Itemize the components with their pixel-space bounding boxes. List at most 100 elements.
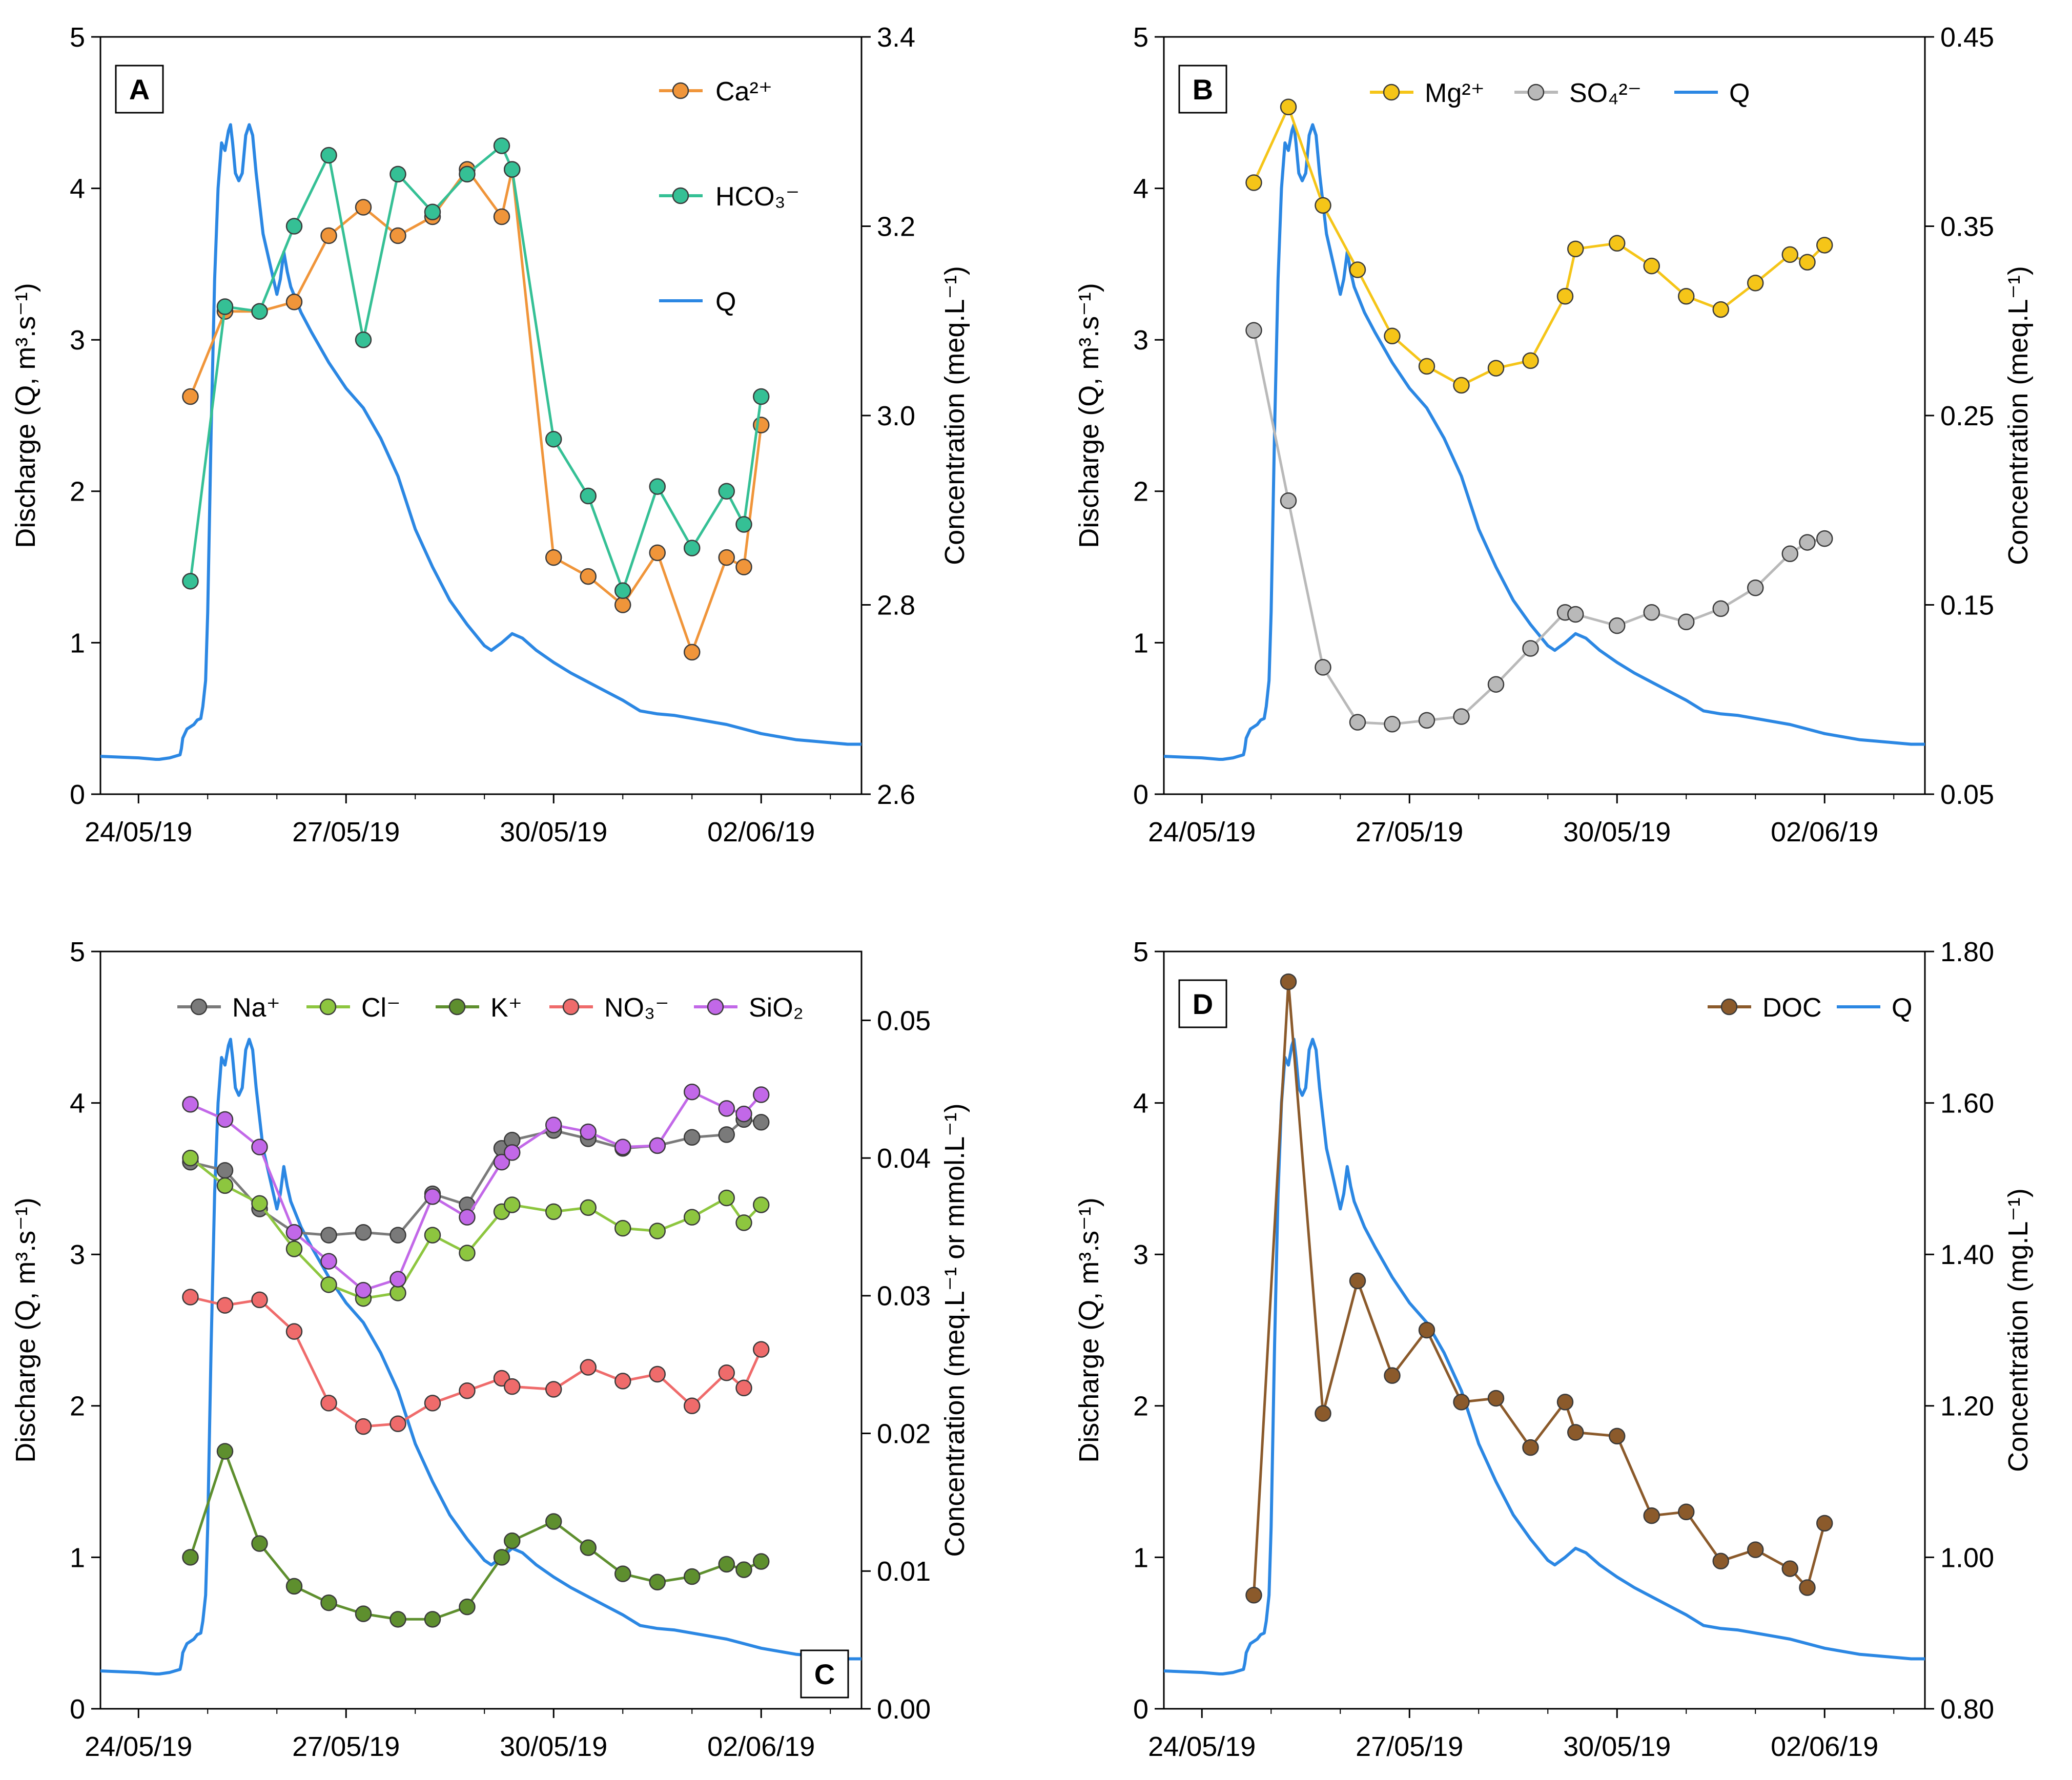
- left-tick-label: 4: [70, 174, 85, 204]
- right-tick-label: 0.04: [877, 1143, 931, 1174]
- series-line-hco3-minus: [189, 144, 763, 592]
- right-tick-label: 1.20: [1940, 1391, 1994, 1422]
- data-point-k-plus: [355, 1605, 372, 1622]
- left-tick-label: 4: [1133, 1088, 1148, 1119]
- legend-label: Q: [715, 287, 736, 317]
- data-point-so42-minus: [1487, 676, 1505, 693]
- panel-label-box: [115, 65, 164, 114]
- series-line-cl-minus: [189, 1157, 763, 1300]
- x-tick-label: 02/06/19: [707, 1731, 815, 1762]
- data-point-hco3-minus: [614, 582, 631, 599]
- data-point-k-plus: [649, 1574, 666, 1591]
- data-point-mg2-plus: [1816, 237, 1833, 254]
- data-point-sio2: [320, 1253, 337, 1270]
- left-tick-label: 5: [70, 937, 85, 967]
- data-point-sio2: [753, 1086, 770, 1103]
- data-point-cl-minus: [285, 1240, 303, 1257]
- data-point-mg2-plus: [1453, 377, 1470, 394]
- data-point-sio2: [735, 1105, 752, 1123]
- right-tick-label: 0.80: [1940, 1694, 1994, 1725]
- data-point-hco3-minus: [718, 483, 735, 500]
- data-point-cl-minus: [649, 1223, 666, 1239]
- data-point-k-plus: [580, 1539, 597, 1556]
- left-tick-label: 5: [1133, 22, 1148, 53]
- left-tick-label: 3: [1133, 325, 1148, 356]
- data-point-ca2-plus: [614, 596, 631, 613]
- data-point-no3-minus: [580, 1359, 597, 1376]
- x-tick-label: 02/06/19: [1771, 817, 1878, 847]
- right-tick-label: 0.15: [1940, 590, 1994, 620]
- data-point-mg2-plus: [1799, 254, 1816, 271]
- data-point-so42-minus: [1349, 714, 1366, 731]
- data-point-so42-minus: [1643, 604, 1660, 621]
- data-point-so42-minus: [1315, 659, 1331, 676]
- discharge-q-line: [100, 1038, 861, 1675]
- left-tick-label: 2: [1133, 1391, 1148, 1422]
- data-point-sio2: [424, 1188, 441, 1205]
- legend-swatch-marker: [672, 82, 689, 99]
- series-hco3-minus: [182, 137, 770, 599]
- series-line-k-plus: [189, 1450, 762, 1621]
- data-point-no3-minus: [320, 1395, 337, 1412]
- data-point-mg2-plus: [1384, 327, 1401, 345]
- series-line-mg2-plus: [1253, 106, 1826, 387]
- left-tick-label: 1: [70, 1542, 85, 1573]
- data-point-no3-minus: [504, 1378, 521, 1395]
- data-point-sio2: [718, 1100, 735, 1117]
- series-sio2: [182, 1083, 770, 1299]
- data-point-hco3-minus: [735, 516, 752, 533]
- right-tick-label: 3.4: [877, 22, 915, 53]
- right-tick-label: 2.6: [877, 779, 915, 810]
- data-point-mg2-plus: [1609, 235, 1626, 252]
- data-point-k-plus: [614, 1565, 631, 1582]
- left-tick-label: 5: [1133, 937, 1148, 967]
- data-point-sio2: [182, 1096, 199, 1113]
- data-point-so42-minus: [1712, 600, 1729, 617]
- data-point-hco3-minus: [251, 303, 268, 320]
- legend: Na⁺ Cl⁻ K⁺ NO₃⁻ SiO₂: [177, 993, 804, 1023]
- left-tick-label: 3: [70, 1239, 85, 1270]
- data-point-sio2: [493, 1153, 510, 1171]
- panel-B: 0 1 2 3 4 5 0.05 0.15 0.25 0.35 0.45 24/05/19 27/05/…: [1074, 22, 2034, 847]
- data-point-so42-minus: [1781, 545, 1798, 562]
- data-point-cl-minus: [389, 1285, 406, 1301]
- data-point-na-plus: [718, 1126, 735, 1143]
- data-point-hco3-minus: [493, 137, 510, 154]
- legend-label: SO₄²⁻: [1569, 78, 1642, 108]
- data-point-hco3-minus: [753, 388, 770, 405]
- data-point-so42-minus: [1522, 640, 1539, 657]
- data-point-doc: [1384, 1367, 1401, 1384]
- data-point-k-plus: [251, 1535, 268, 1552]
- plot-frame: [99, 950, 863, 1710]
- right-axis-label: Concentration (meq.L⁻¹): [939, 266, 970, 565]
- left-tick-label: 2: [70, 477, 85, 507]
- data-point-doc: [1678, 1503, 1695, 1520]
- data-point-na-plus: [355, 1224, 372, 1241]
- data-point-na-plus: [684, 1129, 701, 1146]
- right-tick-label: 0.45: [1940, 22, 1994, 53]
- legend-label: Cl⁻: [361, 993, 401, 1023]
- right-axis-label: Concentration (meq.L⁻¹): [2003, 266, 2034, 565]
- left-tick-label: 4: [1133, 174, 1148, 204]
- data-point-no3-minus: [355, 1418, 372, 1435]
- data-point-mg2-plus: [1712, 301, 1729, 318]
- data-point-mg2-plus: [1245, 174, 1262, 191]
- x-tick-label: 30/05/19: [1563, 1731, 1671, 1762]
- data-point-doc: [1349, 1272, 1366, 1290]
- data-point-mg2-plus: [1781, 246, 1798, 263]
- right-axis-label: Concentration (mg.L⁻¹): [2003, 1188, 2034, 1472]
- data-point-sio2: [545, 1116, 562, 1133]
- plot-area: [100, 1038, 861, 1675]
- data-point-mg2-plus: [1556, 287, 1574, 305]
- data-point-k-plus: [285, 1578, 303, 1595]
- data-point-ca2-plus: [735, 558, 752, 575]
- panel-label: D: [1193, 988, 1213, 1020]
- data-point-hco3-minus: [649, 478, 666, 495]
- right-tick-label: 0.01: [877, 1556, 931, 1587]
- data-point-sio2: [580, 1123, 597, 1141]
- series-k-plus: [182, 1443, 770, 1628]
- legend-swatch-marker: [190, 998, 208, 1016]
- legend-label: DOC: [1762, 993, 1822, 1023]
- x-tick-label: 27/05/19: [292, 817, 400, 847]
- data-point-doc: [1522, 1439, 1539, 1456]
